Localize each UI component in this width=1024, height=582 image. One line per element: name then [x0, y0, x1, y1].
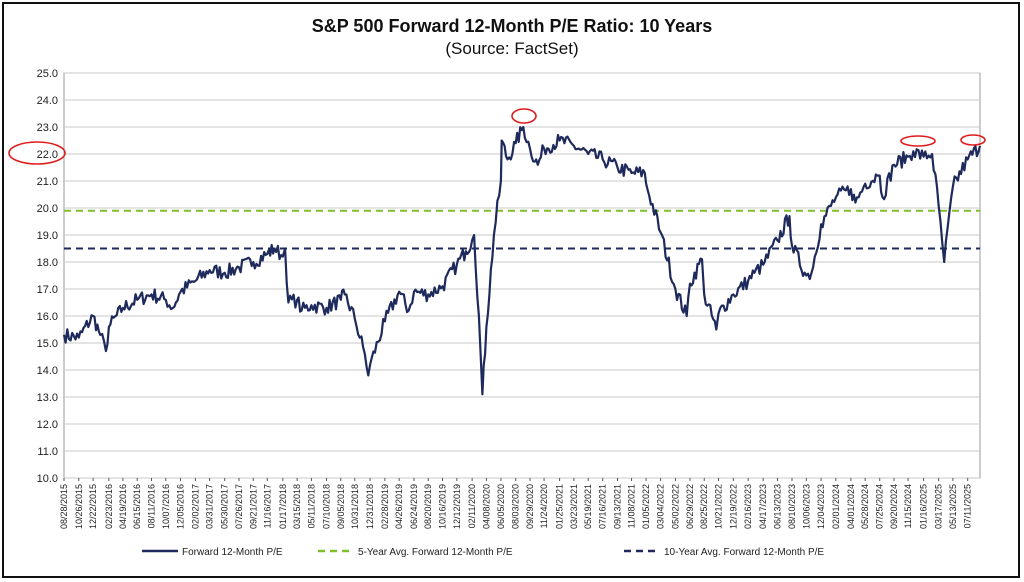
x-tick-label: 09/05/2018 — [336, 484, 346, 529]
x-tick-label: 04/26/2019 — [394, 484, 404, 529]
x-tick-label: 09/20/2024 — [889, 484, 899, 529]
x-tick-label: 02/11/2020 — [467, 484, 477, 528]
x-tick-label: 11/16/2017 — [262, 484, 272, 528]
x-tick-label: 12/04/2023 — [816, 484, 826, 529]
x-tick-label: 01/17/2018 — [278, 484, 288, 529]
x-tick-label: 09/13/2021 — [613, 484, 623, 529]
x-tick-label: 10/16/2019 — [438, 484, 448, 529]
x-tick-label: 01/16/2025 — [919, 484, 929, 529]
y-tick-label: 14.0 — [37, 365, 58, 377]
x-tick-label: 06/29/2022 — [685, 484, 695, 529]
x-tick-label: 03/23/2021 — [569, 484, 579, 529]
x-tick-label: 10/26/2015 — [74, 484, 84, 529]
x-tick-label: 02/23/2016 — [104, 484, 114, 529]
x-tick-label: 10/21/2022 — [714, 484, 724, 529]
y-tick-label: 15.0 — [37, 338, 58, 350]
x-tick-label: 07/10/2018 — [321, 484, 331, 529]
y-tick-label: 21.0 — [37, 176, 58, 188]
x-tick-label: 04/17/2023 — [758, 484, 768, 529]
y-tick-label: 13.0 — [37, 392, 58, 404]
x-tick-label: 06/05/2020 — [496, 484, 506, 529]
x-tick-label: 08/03/2020 — [511, 484, 521, 529]
x-tick-label: 08/11/2016 — [146, 484, 156, 528]
x-tick-label: 12/12/2019 — [452, 484, 462, 529]
y-tick-label: 10.0 — [37, 473, 58, 485]
legend-label: Forward 12-Month P/E — [182, 547, 283, 558]
chart-title: S&P 500 Forward 12-Month P/E Ratio: 10 Y… — [311, 16, 713, 36]
x-tick-label: 03/04/2022 — [656, 484, 666, 529]
series-layer — [62, 125, 982, 396]
x-tick-label: 12/19/2022 — [728, 484, 738, 529]
x-tick-label: 10/06/2023 — [801, 484, 811, 529]
y-tick-label: 25.0 — [37, 68, 58, 80]
red-annotations — [8, 108, 986, 165]
x-tick-label: 06/15/2016 — [132, 484, 142, 529]
x-tick-label: 05/02/2022 — [670, 484, 680, 529]
x-tick-label: 06/13/2023 — [772, 484, 782, 529]
gridlines — [63, 72, 981, 479]
x-tick-label: 08/20/2019 — [423, 484, 433, 529]
x-tick-label: 08/10/2023 — [787, 484, 797, 529]
y-tick-label: 20.0 — [37, 203, 58, 215]
x-tick-label: 02/16/2023 — [743, 484, 753, 529]
x-tick-label: 11/24/2020 — [539, 484, 549, 528]
y-tick-label: 11.0 — [37, 446, 58, 458]
legend-label: 10-Year Avg. Forward 12-Month P/E — [664, 547, 824, 558]
annotation-circle — [960, 134, 986, 146]
annotation-circle — [8, 141, 66, 165]
x-tick-label: 04/01/2024 — [846, 484, 856, 529]
x-tick-label: 12/22/2015 — [88, 484, 98, 529]
x-tick-label: 05/19/2021 — [583, 484, 593, 529]
x-axis-ticks: 08/28/2015 10/26/2015 12/22/2015 02/23/2016… — [59, 478, 973, 529]
x-tick-label: 05/30/2017 — [220, 484, 230, 529]
x-tick-label: 12/31/2018 — [365, 484, 375, 529]
y-tick-label: 19.0 — [37, 230, 58, 242]
x-tick-label: 07/25/2024 — [875, 484, 885, 529]
x-tick-label: 11/08/2021 — [627, 484, 637, 528]
annotation-circle — [900, 135, 936, 147]
x-tick-label: 09/29/2020 — [525, 484, 535, 529]
x-tick-label: 04/08/2020 — [481, 484, 491, 529]
x-tick-label: 05/13/2025 — [948, 484, 958, 529]
x-tick-label: 07/26/2017 — [234, 484, 244, 529]
y-tick-label: 16.0 — [37, 311, 58, 323]
x-tick-label: 08/28/2015 — [59, 484, 69, 529]
x-tick-label: 12/05/2016 — [176, 484, 186, 529]
x-tick-label: 04/19/2016 — [118, 484, 128, 529]
y-tick-label: 18.0 — [37, 257, 58, 269]
x-tick-label: 03/17/2025 — [934, 484, 944, 529]
x-tick-label: 02/02/2017 — [190, 484, 200, 529]
chart-subtitle: (Source: FactSet) — [445, 39, 579, 58]
x-tick-label: 09/21/2017 — [248, 484, 258, 529]
x-tick-label: 07/16/2021 — [598, 484, 608, 529]
x-tick-label: 05/28/2024 — [860, 484, 870, 529]
legend-label: 5-Year Avg. Forward 12-Month P/E — [358, 547, 513, 558]
x-tick-label: 01/25/2021 — [555, 484, 565, 529]
x-tick-label: 08/25/2022 — [699, 484, 709, 529]
x-tick-label: 10/07/2016 — [161, 484, 171, 529]
x-tick-label: 03/31/2017 — [205, 484, 215, 529]
x-tick-label: 03/15/2018 — [292, 484, 302, 529]
x-tick-label: 05/11/2018 — [306, 484, 316, 528]
average-lines — [64, 209, 980, 250]
y-tick-label: 23.0 — [37, 122, 58, 134]
forward-pe-line — [62, 125, 982, 396]
x-tick-label: 06/24/2019 — [409, 484, 419, 529]
x-tick-label: 10/31/2018 — [350, 484, 360, 529]
y-tick-label: 12.0 — [37, 419, 58, 431]
y-axis-ticks: 10.0 11.0 12.0 13.0 14.0 15.0 16.0 17.0 18.0 19.0… — [37, 68, 58, 485]
x-tick-label: 01/05/2022 — [641, 484, 651, 529]
y-tick-label: 22.0 — [37, 149, 58, 161]
annotation-circle — [511, 108, 537, 124]
y-tick-label: 24.0 — [37, 95, 58, 107]
legend: Forward 12-Month P/E 5-Year Avg. Forward … — [142, 547, 824, 558]
x-tick-label: 02/28/2019 — [380, 484, 390, 529]
y-tick-label: 17.0 — [37, 284, 58, 296]
x-tick-label: 07/11/2025 — [963, 484, 973, 528]
x-tick-label: 11/15/2024 — [903, 484, 913, 528]
x-tick-label: 02/01/2024 — [831, 484, 841, 529]
